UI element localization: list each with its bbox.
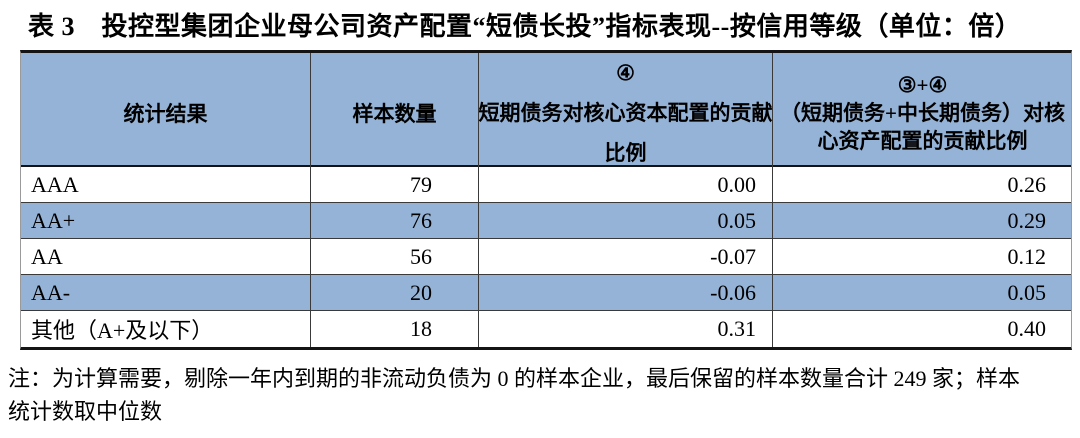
cell-short-debt-ratio: -0.06 — [479, 275, 773, 310]
footnote-line1: 注：为计算需要，剔除一年内到期的非流动负债为 0 的样本企业，最后保留的样本数量… — [8, 366, 1021, 391]
header-col4-circle34: ③+④ — [897, 73, 948, 97]
cell-sample-count: 76 — [311, 203, 479, 238]
cell-total-debt-ratio: 0.12 — [1007, 243, 1047, 269]
cell-total-debt-ratio: 0.40 — [1007, 316, 1047, 341]
cell-short-debt-ratio: 0.31 — [479, 311, 773, 347]
table-header-row: 统计结果 样本数量 ④ 短期债务对核心资本配置的贡献 比例 ③+④ （短期债务+… — [21, 53, 1071, 173]
header-col3-circle4: ④ — [616, 61, 635, 85]
table-title: 表 3 投控型集团企业母公司资产配置“短债长投”指标表现--按信用等级（单位：倍… — [28, 12, 1022, 41]
cell-rating: AA- — [21, 275, 311, 310]
table-row-other: 其他（A+及以下） 18 0.31 0.40 — [21, 311, 1071, 347]
cell-total-debt-ratio: 0.29 — [1007, 207, 1047, 233]
table-row-aa: AA 56 -0.07 0.12 — [21, 239, 1071, 275]
header-stat-result: 统计结果 — [21, 53, 311, 173]
header-sample-count: 样本数量 — [311, 53, 479, 173]
cell-rating: 其他（A+及以下） — [21, 311, 311, 347]
cell-rating: AAA — [21, 167, 311, 202]
credit-rating-table: 统计结果 样本数量 ④ 短期债务对核心资本配置的贡献 比例 ③+④ （短期债务+… — [20, 50, 1072, 350]
cell-rating: AA — [21, 239, 311, 274]
footnote-line2: 统计数取中位数 — [8, 399, 163, 424]
header-total-debt-contribution: ③+④ （短期债务+中长期债务）对核 心资产配置的贡献比例 — [773, 53, 1072, 173]
footnote: 注：为计算需要，剔除一年内到期的非流动负债为 0 的样本企业，最后保留的样本数量… — [8, 362, 1080, 428]
cell-sample-count: 18 — [311, 311, 479, 347]
cell-total-debt-ratio: 0.26 — [1007, 171, 1047, 197]
table-row-aa-plus: AA+ 76 0.05 0.29 — [21, 203, 1071, 239]
table-row-aa-minus: AA- 20 -0.06 0.05 — [21, 275, 1071, 311]
table-row-aaa: AAA 79 0.00 0.26 — [21, 167, 1071, 203]
cell-short-debt-ratio: -0.07 — [479, 239, 773, 274]
cell-total-debt-ratio: 0.05 — [1007, 279, 1047, 305]
cell-sample-count: 56 — [311, 239, 479, 274]
header-col4-text: （短期债务+中长期债务）对核 — [780, 101, 1065, 125]
cell-sample-count: 79 — [311, 167, 479, 202]
cell-rating: AA+ — [21, 203, 311, 238]
header-col3-text: 短期债务对核心资本配置的贡献 — [478, 101, 773, 125]
header-col4-text2: 心资产配置的贡献比例 — [817, 129, 1028, 153]
header-col3-text2: 比例 — [604, 141, 647, 165]
header-short-term-debt-contribution: ④ 短期债务对核心资本配置的贡献 比例 — [479, 53, 773, 173]
cell-short-debt-ratio: 0.00 — [479, 167, 773, 202]
cell-sample-count: 20 — [311, 275, 479, 310]
cell-short-debt-ratio: 0.05 — [479, 203, 773, 238]
